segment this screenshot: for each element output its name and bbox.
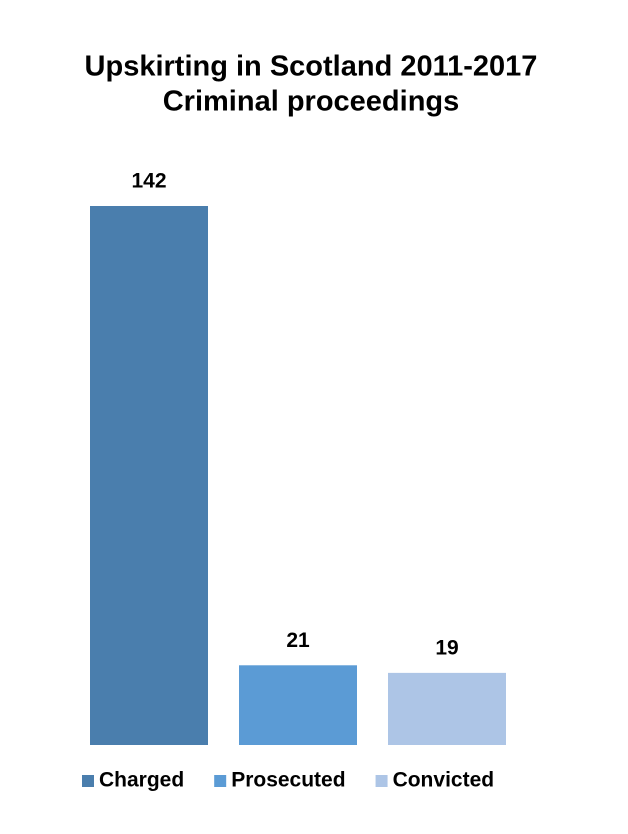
value-label: 21 [286, 629, 310, 652]
legend-swatch [375, 775, 388, 787]
legend-label: Prosecuted [231, 769, 345, 792]
legend-swatch [214, 775, 227, 787]
legend-label: Convicted [393, 769, 495, 792]
value-label: 19 [435, 636, 458, 659]
bar [388, 672, 506, 745]
legend-label: Charged [99, 769, 184, 792]
bar [239, 665, 357, 745]
value-label: 142 [131, 170, 166, 193]
legend-swatch [82, 775, 94, 787]
chart-title: Upskirting in Scotland 2011-2017 [85, 51, 538, 83]
chart-subtitle: Criminal proceedings [163, 86, 460, 118]
bar [90, 206, 208, 745]
